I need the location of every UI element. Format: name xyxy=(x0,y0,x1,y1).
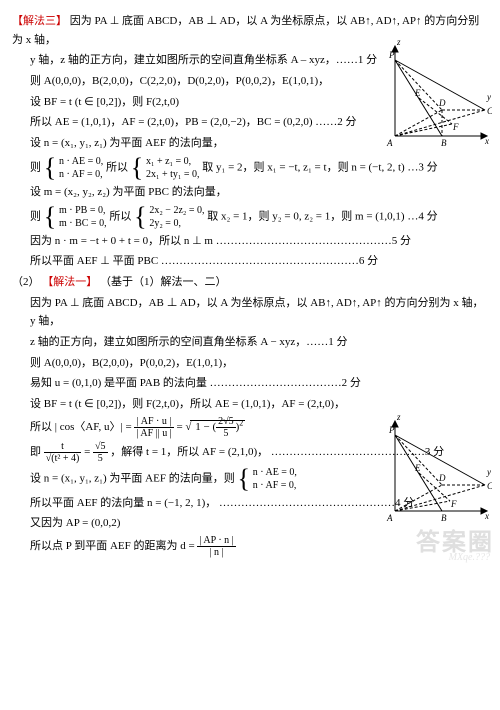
text: 取 y₁ = 2，则 x₁ = −t, z₁ = t，则 n = (−t, 2,… xyxy=(202,161,437,173)
svg-text:C: C xyxy=(487,481,492,491)
sq: 2 xyxy=(239,418,243,427)
denom: √(t² + 4) xyxy=(44,453,82,464)
svg-text:P: P xyxy=(388,50,395,60)
eq: n · AE = 0, xyxy=(59,156,103,167)
line: 因为 PA ⊥ 底面 ABCD，AB ⊥ AD，以 A 为坐标原点，以 AB↑,… xyxy=(12,294,488,331)
svg-text:E: E xyxy=(414,88,421,98)
svg-text:P: P xyxy=(388,425,395,435)
text: 所以点 P 到平面 AEF 的距离为 d = xyxy=(30,540,195,552)
svg-text:A: A xyxy=(386,138,393,148)
line-plane: 所以平面 AEF ⊥ 平面 PBC ………………………………………………6 分 xyxy=(12,252,488,271)
text: （2） xyxy=(12,276,40,288)
stack: x₁ + z₁ = 0, 2x₁ + ty₁ = 0, xyxy=(146,155,200,181)
eq: m · BC = 0, xyxy=(59,218,107,229)
stack: 2x₂ − 2z₂ = 0, 2y₂ = 0, xyxy=(149,204,204,230)
denom: | n | xyxy=(197,547,235,558)
eq: x₁ + z₁ = 0, xyxy=(146,156,191,167)
text: 则 xyxy=(30,161,41,173)
svg-text:y: y xyxy=(486,467,491,477)
eq: m · PB = 0, xyxy=(59,205,105,216)
method3-label: 【解法三】 xyxy=(12,15,67,27)
figure-2: A B Cy D P z E Fx xyxy=(367,415,492,535)
figure-1: A B Cy D P z E Fx xyxy=(367,40,492,160)
svg-text:z: z xyxy=(396,415,401,422)
line-u: 易知 u = (0,1,0) 是平面 PAB 的法向量 ………………………………… xyxy=(12,374,488,393)
line: z 轴的正方向，建立如图所示的空间直角坐标系 A − xyz，……1 分 xyxy=(12,333,488,352)
stack: n · AE = 0, n · AF = 0, xyxy=(253,466,297,492)
points: ………………………………………………6 分 xyxy=(161,255,378,267)
brace-icon: { xyxy=(44,210,56,223)
svg-text:E: E xyxy=(414,463,421,473)
text: 取 x₂ = 1，则 y₂ = 0, z₂ = 1，则 m = (1,0,1) … xyxy=(207,210,437,222)
eq: 2x₁ + ty₁ = 0, xyxy=(146,169,200,180)
svg-text:z: z xyxy=(396,40,401,47)
svg-text:A: A xyxy=(386,513,393,523)
fraction: t √(t² + 4) xyxy=(44,441,82,464)
text: 易知 u = (0,1,0) 是平面 PAB 的法向量 xyxy=(30,377,207,389)
svg-text:B: B xyxy=(441,138,447,148)
points: …………………………………………5 分 xyxy=(216,235,411,247)
method1-label: 【解法一】 xyxy=(42,276,97,288)
text: 所以 xyxy=(106,161,128,173)
denom: | AF || u | xyxy=(134,428,173,439)
fraction: 2√5 5 xyxy=(216,416,236,439)
numer: √5 xyxy=(93,441,108,453)
text: ，解得 t = 1，所以 AF = (2,1,0)， xyxy=(110,446,268,458)
stack: m · PB = 0, m · BC = 0, xyxy=(59,204,107,230)
part2-header: （2） 【解法一】 （基于（1）解法一、二） xyxy=(12,273,488,292)
brace-icon: { xyxy=(134,210,146,223)
line-nm: 因为 n · m = −t + 0 + t = 0，所以 n ⊥ m ……………… xyxy=(12,232,488,251)
fraction: | AP · n | | n | xyxy=(197,535,235,558)
stack: n · AE = 0, n · AF = 0, xyxy=(59,155,103,181)
eq: 2y₂ = 0, xyxy=(149,218,181,229)
text: 所以 xyxy=(109,210,131,222)
denom: 5 xyxy=(216,428,236,439)
text: 所以 | cos〈AF, u〉| = xyxy=(30,421,132,433)
svg-text:x: x xyxy=(484,136,489,146)
watermark-sub: MXqe.??? xyxy=(449,549,490,566)
svg-text:y: y xyxy=(486,92,491,102)
line: 设 m = (x₂, y₂, z₂) 为平面 PBC 的法向量， xyxy=(12,183,488,202)
line-m-system: 则 { m · PB = 0, m · BC = 0, 所以 { 2x₂ − 2… xyxy=(12,204,488,230)
text: 即 xyxy=(30,446,41,458)
numer: | AP · n | xyxy=(197,535,235,547)
text: 因为 n · m = −t + 0 + t = 0，所以 n ⊥ m xyxy=(30,235,213,247)
line: 设 BF = t (t ∈ [0,2])，则 F(2,t,0)，所以 AE = … xyxy=(12,395,488,414)
brace-icon: { xyxy=(44,161,56,174)
text: 所以平面 AEF ⊥ 平面 PBC xyxy=(30,255,158,267)
text: = xyxy=(84,446,93,458)
svg-text:D: D xyxy=(438,98,446,108)
line: 则 A(0,0,0)，B(2,0,0)，P(0,0,2)，E(1,0,1)， xyxy=(12,354,488,373)
text: 所以平面 AEF 的法向量 n = (−1, 2, 1)， xyxy=(30,497,216,509)
eq: 2x₂ − 2z₂ = 0, xyxy=(149,205,204,216)
fraction: | AF · u | | AF || u | xyxy=(134,416,173,439)
text: 则 xyxy=(30,210,41,222)
eq: n · AE = 0, xyxy=(253,467,297,478)
svg-text:F: F xyxy=(450,499,457,509)
text: 1 − xyxy=(195,421,212,433)
svg-text:F: F xyxy=(452,122,459,132)
eq: n · AF = 0, xyxy=(253,480,297,491)
numer: 2√5 xyxy=(216,416,236,428)
sqrt-body: 1 − ( 2√5 5 )2 xyxy=(190,420,245,433)
denom: 5 xyxy=(93,453,108,464)
text: （基于（1）解法一、二） xyxy=(100,276,227,288)
points: ………………………………2 分 xyxy=(210,377,361,389)
text: 设 n = (x₁, y₁, z₁) 为平面 AEF 的法向量，则 xyxy=(30,472,235,484)
svg-text:x: x xyxy=(484,511,489,521)
numer: t xyxy=(44,441,82,453)
eq: n · AF = 0, xyxy=(59,169,103,180)
numer: | AF · u | xyxy=(134,416,173,428)
svg-text:C: C xyxy=(487,106,492,116)
svg-text:D: D xyxy=(438,473,446,483)
brace-icon: { xyxy=(131,161,143,174)
svg-text:B: B xyxy=(441,513,447,523)
brace-icon: { xyxy=(237,472,249,485)
fraction: √5 5 xyxy=(93,441,108,464)
